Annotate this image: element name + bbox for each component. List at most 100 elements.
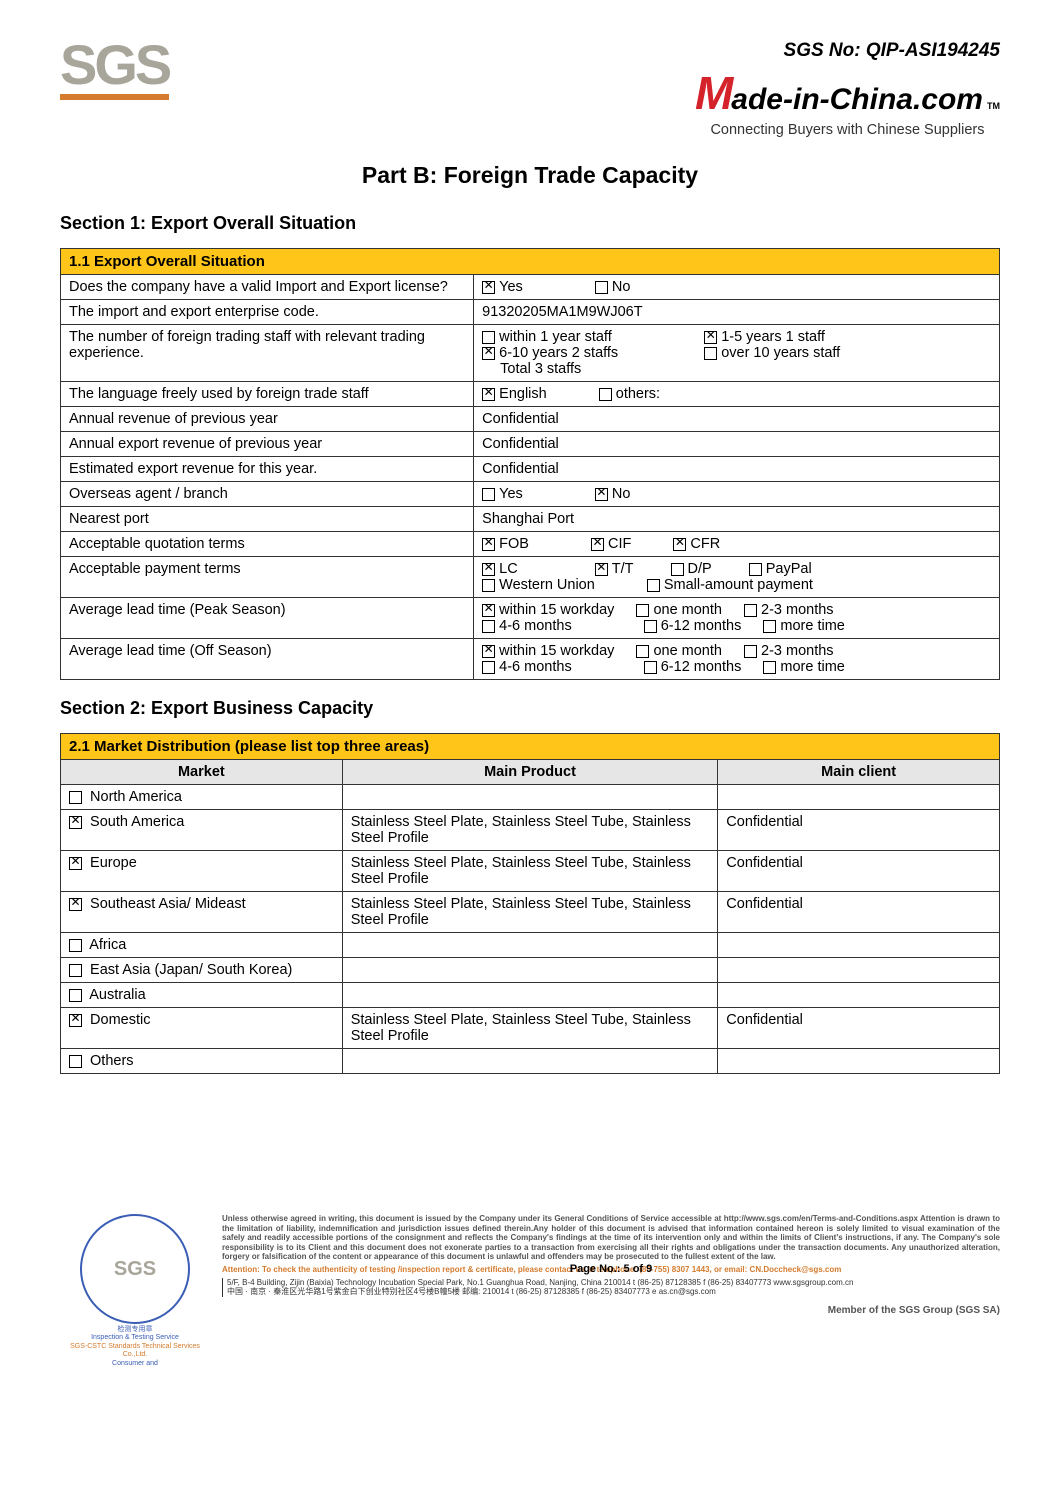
checkbox-icon: [482, 331, 495, 344]
a-agent: Yes No: [474, 482, 1000, 507]
q-license: Does the company have a valid Import and…: [61, 275, 474, 300]
mic-tm: TM: [987, 101, 1000, 111]
checkbox-icon: [69, 791, 82, 804]
col-market: Market: [61, 760, 343, 785]
q-lang: The language freely used by foreign trad…: [61, 382, 474, 407]
checkbox-icon: [69, 1055, 82, 1068]
checkbox-icon: [744, 604, 757, 617]
section1-title: Section 1: Export Overall Situation: [60, 213, 1000, 234]
footer-address: 5/F, B-4 Building, Zijin (Baixia) Techno…: [222, 1278, 1000, 1297]
checkbox-icon: [744, 645, 757, 658]
q-quote: Acceptable quotation terms: [61, 532, 474, 557]
q-agent: Overseas agent / branch: [61, 482, 474, 507]
footer-seal: SGS 检测专用章 Inspection & Testing Service S…: [60, 1214, 210, 1368]
checkbox-icon: [482, 620, 495, 633]
mic-logo-text: ade-in-China.com: [731, 83, 983, 117]
col-client: Main client: [718, 760, 1000, 785]
footer-member: Member of the SGS Group (SGS SA): [222, 1305, 1000, 1317]
table2-header: 2.1 Market Distribution (please list top…: [61, 734, 1000, 760]
q-pay: Acceptable payment terms: [61, 557, 474, 598]
table-row: South America Stainless Steel Plate, Sta…: [61, 810, 1000, 851]
checkbox-icon: [69, 816, 82, 829]
checkbox-icon: [763, 661, 776, 674]
a-pay: LC T/T D/P PayPal Western Union Small-am…: [474, 557, 1000, 598]
a-code: 91320205MA1M9WJ06T: [474, 300, 1000, 325]
a-staff: within 1 year staff 1-5 years 1 staff 6-…: [474, 325, 1000, 382]
q-staff: The number of foreign trading staff with…: [61, 325, 474, 382]
checkbox-icon: [482, 281, 495, 294]
a-lang: English others:: [474, 382, 1000, 407]
q-estrev: Estimated export revenue for this year.: [61, 457, 474, 482]
table-row: Southeast Asia/ Mideast Stainless Steel …: [61, 892, 1000, 933]
checkbox-icon: [599, 388, 612, 401]
checkbox-icon: [482, 579, 495, 592]
footer-disclaimer: Unless otherwise agreed in writing, this…: [222, 1214, 1000, 1262]
checkbox-icon: [636, 604, 649, 617]
table-row: Europe Stainless Steel Plate, Stainless …: [61, 851, 1000, 892]
a-exprev: Confidential: [474, 432, 1000, 457]
checkbox-icon: [749, 563, 762, 576]
a-license: Yes No: [474, 275, 1000, 300]
checkbox-icon: [69, 857, 82, 870]
checkbox-icon: [482, 538, 495, 551]
header: SGS SGS No: QIP-ASI194245 M ade-in-China…: [60, 40, 1000, 138]
a-peak: within 15 workday one month 2-3 months 4…: [474, 598, 1000, 639]
page-title: Part B: Foreign Trade Capacity: [60, 162, 1000, 189]
table-row: Australia: [61, 983, 1000, 1008]
table-row: Domestic Stainless Steel Plate, Stainles…: [61, 1008, 1000, 1049]
checkbox-icon: [482, 488, 495, 501]
page-container: SGS SGS No: QIP-ASI194245 M ade-in-China…: [0, 0, 1060, 1388]
section2-title: Section 2: Export Business Capacity: [60, 698, 1000, 719]
checkbox-icon: [644, 661, 657, 674]
mic-tagline: Connecting Buyers with Chinese Suppliers: [695, 122, 1000, 138]
checkbox-icon: [482, 347, 495, 360]
checkbox-icon: [482, 563, 495, 576]
mic-logo: M ade-in-China.com TM: [695, 66, 1000, 120]
checkbox-icon: [595, 563, 608, 576]
checkbox-icon: [673, 538, 686, 551]
table-row: East Asia (Japan/ South Korea): [61, 958, 1000, 983]
q-code: The import and export enterprise code.: [61, 300, 474, 325]
q-peak: Average lead time (Peak Season): [61, 598, 474, 639]
a-estrev: Confidential: [474, 457, 1000, 482]
checkbox-icon: [69, 1014, 82, 1027]
a-quote: FOB CIF CFR: [474, 532, 1000, 557]
a-port: Shanghai Port: [474, 507, 1000, 532]
table-row: Others: [61, 1049, 1000, 1074]
q-port: Nearest port: [61, 507, 474, 532]
table-row: Africa: [61, 933, 1000, 958]
seal-text: 检测专用章 Inspection & Testing Service SGS-C…: [60, 1326, 210, 1368]
checkbox-icon: [636, 645, 649, 658]
table-export-overall: 1.1 Export Overall Situation Does the co…: [60, 248, 1000, 680]
checkbox-icon: [69, 964, 82, 977]
sgs-logo: SGS: [60, 40, 169, 100]
page-number: Page No.: 5 of 9: [222, 1263, 1000, 1276]
q-exprev: Annual export revenue of previous year: [61, 432, 474, 457]
checkbox-icon: [69, 939, 82, 952]
checkbox-icon: [647, 579, 660, 592]
q-off: Average lead time (Off Season): [61, 639, 474, 680]
a-off: within 15 workday one month 2-3 months 4…: [474, 639, 1000, 680]
sgs-number: SGS No: QIP-ASI194245: [695, 40, 1000, 62]
footer-text-block: Unless otherwise agreed in writing, this…: [222, 1214, 1000, 1317]
checkbox-icon: [671, 563, 684, 576]
checkbox-icon: [69, 898, 82, 911]
table1-header: 1.1 Export Overall Situation: [61, 249, 1000, 275]
table-market-distribution: 2.1 Market Distribution (please list top…: [60, 733, 1000, 1074]
checkbox-icon: [482, 661, 495, 674]
q-rev: Annual revenue of previous year: [61, 407, 474, 432]
footer: SGS 检测专用章 Inspection & Testing Service S…: [60, 1214, 1000, 1368]
header-right: SGS No: QIP-ASI194245 M ade-in-China.com…: [695, 40, 1000, 138]
checkbox-icon: [763, 620, 776, 633]
table-row: North America: [61, 785, 1000, 810]
checkbox-icon: [595, 488, 608, 501]
checkbox-icon: [482, 388, 495, 401]
checkbox-icon: [591, 538, 604, 551]
a-rev: Confidential: [474, 407, 1000, 432]
seal-circle-icon: SGS: [80, 1214, 190, 1324]
checkbox-icon: [482, 645, 495, 658]
checkbox-icon: [595, 281, 608, 294]
checkbox-icon: [644, 620, 657, 633]
mic-m-icon: M: [695, 66, 733, 120]
checkbox-icon: [704, 331, 717, 344]
